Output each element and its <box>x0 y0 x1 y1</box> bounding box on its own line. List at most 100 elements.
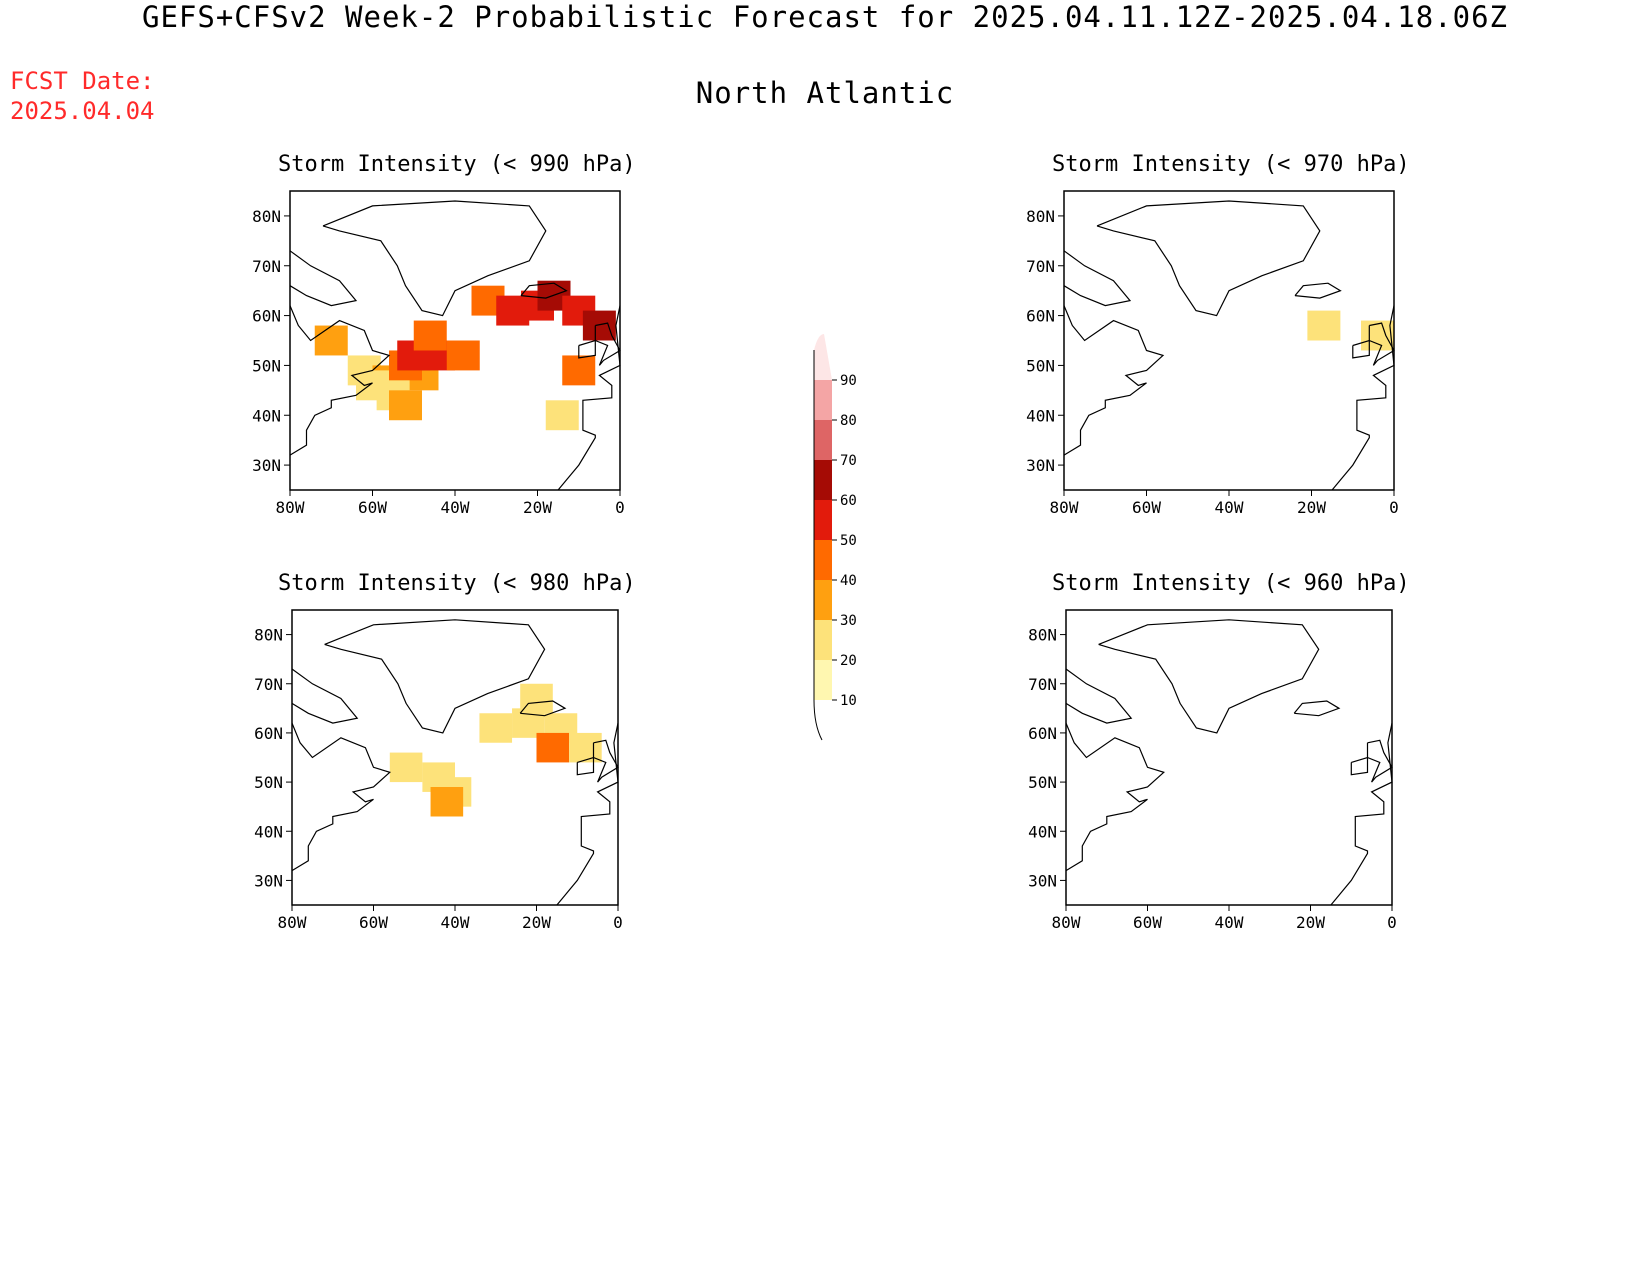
lon-tick-label: 60W <box>1132 498 1161 517</box>
coastline <box>1063 250 1132 307</box>
colorbar-label: 30 <box>840 613 857 629</box>
probability-cell <box>1307 310 1341 341</box>
coastline <box>519 700 567 717</box>
fcst-date: 2025.04.04 <box>10 97 155 125</box>
lat-tick-label: 80N <box>1026 207 1055 226</box>
lat-tick-label: 40N <box>1028 822 1057 841</box>
coastline <box>322 200 547 317</box>
lat-tick-label: 50N <box>1028 773 1057 792</box>
coastline <box>1352 339 1370 359</box>
probability-cell <box>413 320 447 351</box>
lon-tick-label: 20W <box>522 913 551 932</box>
coastline <box>592 739 619 783</box>
probability-cell <box>314 325 348 356</box>
colorbar-swatch <box>814 660 832 700</box>
map-frame <box>1063 190 1395 491</box>
coastline <box>1065 722 1165 872</box>
map-frame <box>1065 609 1393 906</box>
lon-tick-label: 0 <box>615 498 625 517</box>
lat-tick-label: 40N <box>1026 406 1055 425</box>
colorbar-swatch <box>814 334 832 380</box>
probability-cell <box>536 732 570 763</box>
probability-cell <box>356 370 389 401</box>
lat-tick-label: 70N <box>1028 675 1057 694</box>
coastline <box>1098 619 1320 734</box>
colorbar-swatch <box>814 380 832 420</box>
lat-tick-label: 70N <box>254 675 283 694</box>
colorbar-label: 70 <box>840 453 857 469</box>
lat-tick-label: 80N <box>252 207 281 226</box>
colorbar-label: 90 <box>840 373 857 389</box>
colorbar-label: 20 <box>840 653 857 669</box>
lon-tick-label: 20W <box>1296 913 1325 932</box>
colorbar-swatch <box>814 580 832 620</box>
coastline <box>289 305 391 456</box>
coastline <box>1063 305 1165 456</box>
coastline <box>291 722 391 872</box>
lon-tick-label: 60W <box>358 498 387 517</box>
colorbar-label: 60 <box>840 493 857 509</box>
map-panel-p970: 80N 70N 60N 50N 40N 30N 80W 60W 40W 20W 0 <box>1026 190 1399 517</box>
lat-tick-label: 60N <box>254 724 283 743</box>
page-title: GEFS+CFSv2 Week-2 Probabilistic Forecast… <box>141 0 1508 34</box>
coastline <box>289 250 358 307</box>
colorbar-swatch <box>814 620 832 660</box>
probability-cell <box>520 683 553 714</box>
probability-cell <box>582 310 616 341</box>
coastline <box>594 322 621 366</box>
coastline <box>1294 282 1342 299</box>
lat-tick-label: 60N <box>1028 724 1057 743</box>
lat-tick-label: 40N <box>252 406 281 425</box>
lat-tick-label: 70N <box>1026 257 1055 276</box>
coastline <box>291 668 359 724</box>
colorbar-swatch <box>814 420 832 460</box>
probability-cell <box>479 713 513 743</box>
coastline <box>578 339 596 359</box>
colorbar-swatch <box>814 540 832 580</box>
colorbar: 10 20 30 40 50 60 70 80 90 <box>813 334 857 741</box>
probability-cell <box>389 390 422 421</box>
colorbar-label: 50 <box>840 533 857 549</box>
lon-tick-label: 60W <box>1133 913 1162 932</box>
colorbar-swatch <box>814 460 832 500</box>
colorbar-label: 10 <box>840 693 857 709</box>
panel-title-960: Storm Intensity (< 960 hPa) <box>1052 571 1410 596</box>
coastline <box>1366 739 1393 783</box>
lat-tick-label: 30N <box>1028 871 1057 890</box>
lon-tick-label: 80W <box>1052 913 1081 932</box>
colorbar-swatch <box>814 500 832 540</box>
lat-tick-label: 30N <box>252 456 281 475</box>
fcst-label: FCST Date: <box>10 67 155 95</box>
lon-tick-label: 80W <box>278 913 307 932</box>
lat-tick-label: 70N <box>252 257 281 276</box>
lon-tick-label: 0 <box>1389 498 1399 517</box>
lon-tick-label: 60W <box>359 913 388 932</box>
coastline <box>1065 668 1133 724</box>
probability-cell <box>1361 320 1394 351</box>
lon-tick-label: 0 <box>1387 913 1397 932</box>
lon-tick-label: 40W <box>1215 913 1244 932</box>
probability-cell <box>446 340 480 371</box>
coastline <box>520 282 568 299</box>
coastline <box>324 619 546 734</box>
probability-cell <box>389 752 423 783</box>
lat-tick-label: 50N <box>254 773 283 792</box>
colorbar-label: 40 <box>840 573 857 589</box>
lat-tick-label: 60N <box>252 307 281 326</box>
coastline <box>1096 200 1321 317</box>
coastline <box>1350 756 1369 776</box>
lat-tick-label: 50N <box>252 356 281 375</box>
lon-tick-label: 80W <box>1050 498 1079 517</box>
lat-tick-label: 40N <box>254 822 283 841</box>
lat-tick-label: 80N <box>254 626 283 645</box>
lat-tick-label: 30N <box>254 871 283 890</box>
lon-tick-label: 20W <box>523 498 552 517</box>
probability-cell <box>545 400 579 431</box>
map-panel-p960: 80N 70N 60N 50N 40N 30N 80W 60W 40W 20W 0 <box>1028 609 1397 932</box>
lat-tick-label: 80N <box>1028 626 1057 645</box>
lon-tick-label: 40W <box>441 498 470 517</box>
colorbar-label: 80 <box>840 413 857 429</box>
map-panel-p990: 80N 70N 60N 50N 40N 30N 80W 60W 40W 20W 0 <box>252 190 625 517</box>
lat-tick-label: 60N <box>1026 307 1055 326</box>
